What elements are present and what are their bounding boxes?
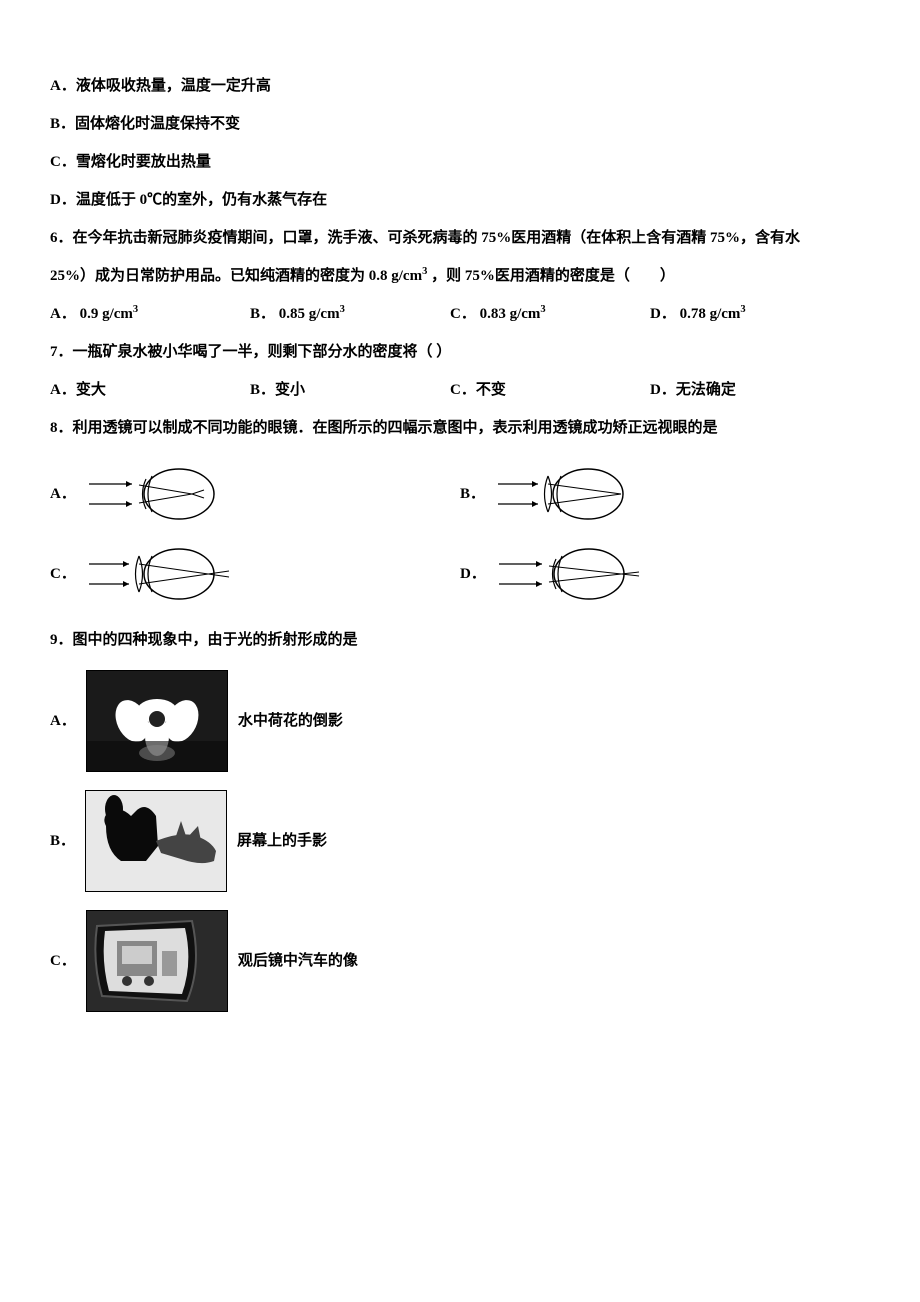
- q7-stem: 7．一瓶矿泉水被小华喝了一半，则剩下部分水的密度将（ ）: [50, 340, 870, 364]
- cubed-exponent: 3: [540, 304, 545, 315]
- q6-stem2-pre: 25%）成为日常防护用品。已知纯酒精的密度为: [50, 268, 365, 284]
- rearview-mirror-image: [86, 910, 228, 1012]
- q8-stem: 8．利用透镜可以制成不同功能的眼镜．在图所示的四幅示意图中，表示利用透镜成功矫正…: [50, 416, 870, 440]
- q7-option-b: B．变小: [250, 378, 390, 402]
- q9-option-c: C． 观后镜中汽车的像: [50, 910, 870, 1012]
- q9-b-caption: 屏幕上的手影: [237, 829, 327, 853]
- q6-c-val: 0.83 g/cm: [480, 306, 541, 322]
- lotus-reflection-image: [86, 670, 228, 772]
- cubed-exponent: 3: [422, 266, 427, 277]
- q6-option-b: B． 0.85 g/cm3: [250, 302, 390, 326]
- q9-option-b: B． 屏幕上的手影: [50, 790, 870, 892]
- q6-option-a: A． 0.9 g/cm3: [50, 302, 190, 326]
- q7-options: A．变大 B．变小 C．不变 D．无法确定: [50, 378, 870, 402]
- q5-option-b: B．固体熔化时温度保持不变: [50, 112, 870, 136]
- q8-d-label: D．: [460, 562, 486, 586]
- q5-option-d: D．温度低于 0℃的室外，仍有水蒸气存在: [50, 188, 870, 212]
- q9-a-caption: 水中荷花的倒影: [238, 709, 343, 733]
- q5-option-c: C．雪熔化时要放出热量: [50, 150, 870, 174]
- q8-c-label: C．: [50, 562, 76, 586]
- q6-stem2-post: ，则 75%医用酒精的密度是（ ）: [431, 268, 675, 284]
- q6-c-pre: C．: [450, 306, 476, 322]
- q6-stem-line1: 6．在今年抗击新冠肺炎疫情期间，口罩，洗手液、可杀死病毒的 75%医用酒精（在体…: [50, 226, 870, 250]
- q6-a-pre: A．: [50, 306, 76, 322]
- q6-option-d: D． 0.78 g/cm3: [650, 302, 790, 326]
- eye-diagram-a-icon: [84, 464, 234, 524]
- q9-c-label: C．: [50, 949, 76, 973]
- q7-option-d: D．无法确定: [650, 378, 790, 402]
- q9-a-label: A．: [50, 709, 76, 733]
- q9-stem: 9．图中的四种现象中，由于光的折射形成的是: [50, 628, 870, 652]
- q6-b-val: 0.85 g/cm: [279, 306, 340, 322]
- q9-option-a: A． 水中荷花的倒影: [50, 670, 870, 772]
- q6-b-pre: B．: [250, 306, 275, 322]
- q8-option-d: D．: [460, 544, 870, 604]
- cubed-exponent: 3: [133, 304, 138, 315]
- q6-option-c: C． 0.83 g/cm3: [450, 302, 590, 326]
- q7-option-a: A．变大: [50, 378, 190, 402]
- q6-a-val: 0.9 g/cm: [80, 306, 133, 322]
- q6-stem2-mid: 0.8 g/cm: [369, 268, 422, 284]
- eye-diagram-c-icon: [84, 544, 234, 604]
- q6-d-val: 0.78 g/cm: [680, 306, 741, 322]
- cubed-exponent: 3: [740, 304, 745, 315]
- eye-diagram-b-icon: [493, 464, 643, 524]
- q9-c-caption: 观后镜中汽车的像: [238, 949, 358, 973]
- q8-a-label: A．: [50, 482, 76, 506]
- q6-options: A． 0.9 g/cm3 B． 0.85 g/cm3 C． 0.83 g/cm3…: [50, 302, 870, 326]
- q6-d-pre: D．: [650, 306, 676, 322]
- q6-stem-line2: 25%）成为日常防护用品。已知纯酒精的密度为 0.8 g/cm3 ，则 75%医…: [50, 264, 870, 288]
- hand-shadow-image: [85, 790, 227, 892]
- eye-diagram-d-icon: [494, 544, 644, 604]
- q9-b-label: B．: [50, 829, 75, 853]
- q7-option-c: C．不变: [450, 378, 590, 402]
- q8-option-a: A．: [50, 464, 460, 524]
- cubed-exponent: 3: [340, 304, 345, 315]
- q8-option-c: C．: [50, 544, 460, 604]
- q5-option-a: A．液体吸收热量，温度一定升高: [50, 74, 870, 98]
- q8-option-b: B．: [460, 464, 870, 524]
- q8-options: A． B． C．: [50, 454, 870, 614]
- q8-b-label: B．: [460, 482, 485, 506]
